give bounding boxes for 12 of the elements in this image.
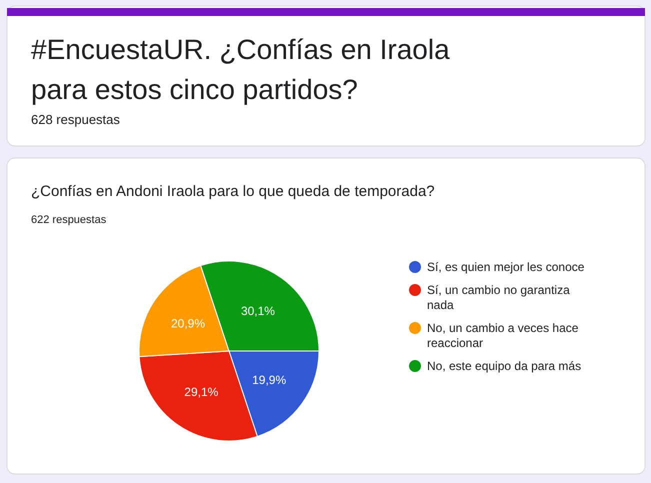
text: 628 respuestas xyxy=(31,112,120,127)
data-label: 20,9% xyxy=(170,316,206,331)
data-label: 19,9% xyxy=(252,373,286,388)
legend-label: No, un cambio a veces hace reaccionar xyxy=(427,321,579,350)
legend-label: No, este equipo da para más xyxy=(427,359,582,374)
chart-subtitle: ¿Confías en Andoni Iraola para lo que queda de temporada? xyxy=(31,183,435,200)
data-label: 30,1% xyxy=(240,304,276,318)
data-label: 29,1% xyxy=(184,385,219,400)
legend-label: Sí, un cambio no garantiza nada xyxy=(427,283,570,312)
chart-title: #EncuestaUR. ¿Confías en Iraola para estos cinco partidos? xyxy=(31,34,450,105)
text: 622 respuestas xyxy=(31,214,107,226)
legend-label: Sí, es quien mejor les conoce xyxy=(427,260,585,274)
